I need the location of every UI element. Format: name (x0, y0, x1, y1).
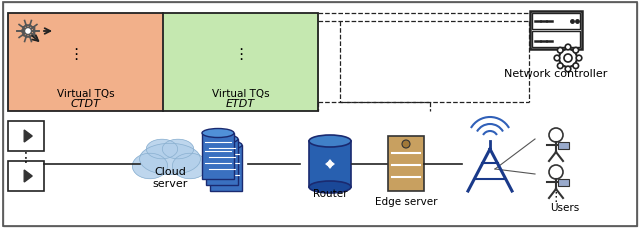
Circle shape (402, 140, 410, 148)
Bar (309, 141, 351, 187)
Bar (8, 161, 44, 191)
Bar (532, 14, 580, 30)
Text: ETDT: ETDT (226, 98, 255, 109)
Circle shape (559, 50, 577, 68)
Ellipse shape (172, 153, 208, 179)
Ellipse shape (210, 141, 242, 150)
Text: Network controller: Network controller (504, 69, 608, 79)
Ellipse shape (162, 139, 194, 159)
Ellipse shape (202, 129, 234, 138)
Text: Virtual TQs: Virtual TQs (212, 89, 269, 98)
Circle shape (557, 64, 563, 69)
Circle shape (573, 48, 579, 54)
Ellipse shape (139, 143, 201, 175)
Bar (8, 14, 318, 112)
Circle shape (564, 55, 572, 63)
Polygon shape (24, 170, 32, 182)
Text: ⋮: ⋮ (550, 191, 563, 204)
Ellipse shape (309, 181, 351, 193)
Bar (388, 136, 424, 191)
Text: ⋮: ⋮ (19, 150, 33, 164)
Text: ⋮: ⋮ (233, 46, 248, 61)
Circle shape (549, 128, 563, 142)
Bar (558, 142, 569, 149)
Text: Virtual TQs: Virtual TQs (57, 89, 115, 98)
Ellipse shape (206, 135, 238, 144)
Bar (558, 179, 569, 186)
Bar (532, 32, 580, 48)
Text: CTDT: CTDT (70, 98, 100, 109)
Bar (8, 14, 163, 112)
Text: Cloud
server: Cloud server (152, 166, 188, 188)
Circle shape (554, 56, 560, 62)
Bar (202, 134, 234, 179)
Polygon shape (24, 131, 32, 142)
Circle shape (565, 45, 571, 51)
Bar (206, 139, 238, 185)
Circle shape (576, 56, 582, 62)
Text: ⋮: ⋮ (68, 46, 83, 61)
Ellipse shape (309, 135, 351, 147)
Text: Router: Router (313, 188, 348, 198)
Text: Edge server: Edge server (375, 196, 437, 206)
Ellipse shape (146, 139, 178, 159)
Text: Users: Users (550, 202, 580, 212)
Bar (210, 145, 242, 191)
Circle shape (549, 165, 563, 179)
Bar (530, 12, 582, 50)
Circle shape (557, 48, 563, 54)
Bar (163, 14, 319, 112)
Circle shape (565, 67, 571, 73)
Circle shape (573, 64, 579, 69)
Circle shape (24, 28, 31, 35)
Bar (8, 121, 44, 151)
Ellipse shape (132, 153, 168, 179)
